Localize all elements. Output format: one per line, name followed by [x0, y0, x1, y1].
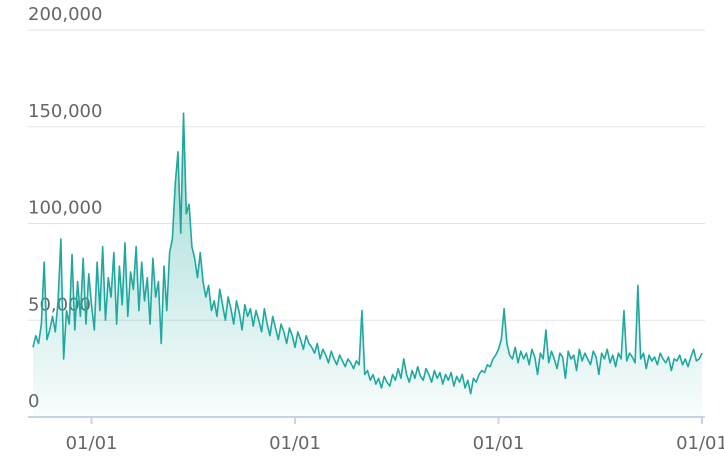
y-tick-label: 150,000 — [28, 101, 102, 122]
area-fill — [33, 113, 702, 417]
x-tick-label: 01/01 — [473, 433, 525, 454]
x-tick-label: 01/01 — [676, 433, 724, 454]
x-tick-label: 01/01 — [66, 433, 118, 454]
y-tick-label: 100,000 — [28, 198, 102, 219]
x-tick-label: 01/01 — [269, 433, 321, 454]
line — [32, 112, 703, 395]
y-tick-label: 200,000 — [28, 4, 102, 25]
